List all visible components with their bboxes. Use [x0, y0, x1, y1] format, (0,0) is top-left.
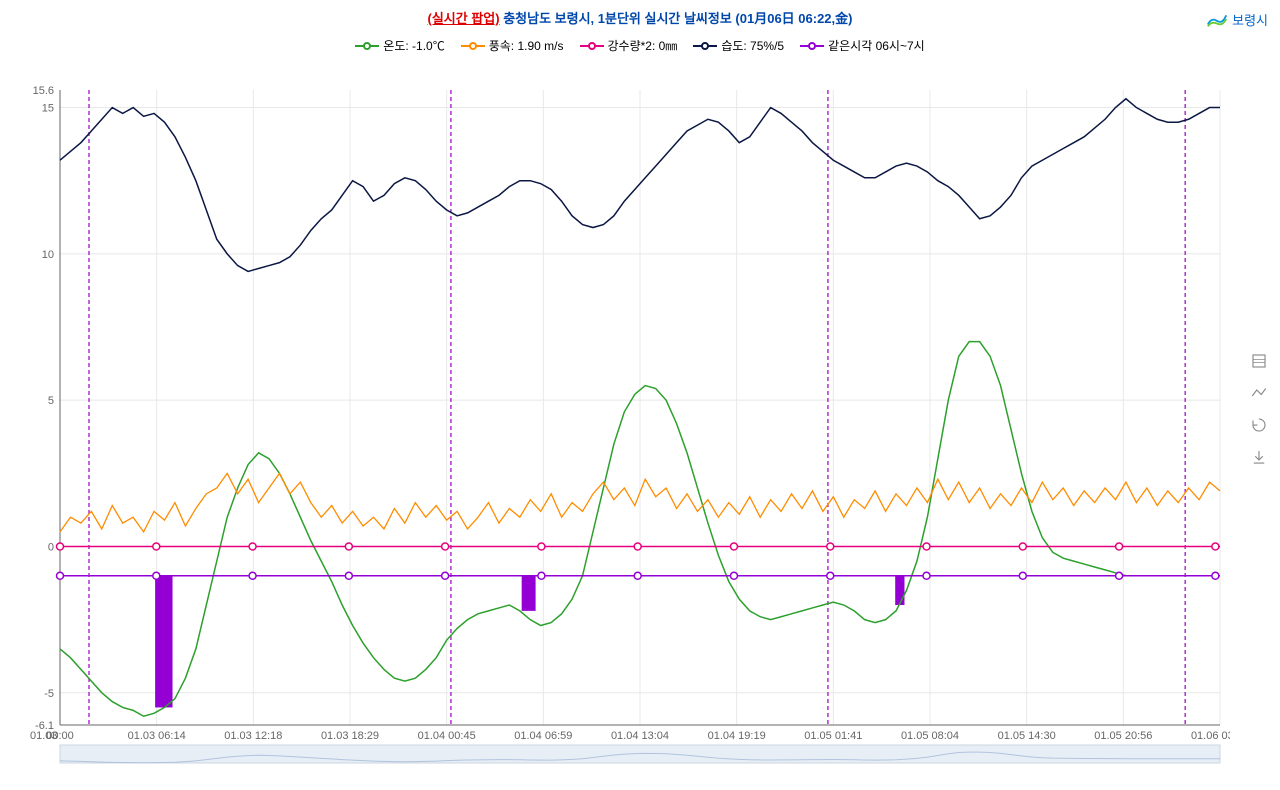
same-time-bar	[522, 576, 536, 611]
toolbox	[1248, 350, 1270, 468]
logo-text: 보령시	[1232, 10, 1268, 29]
x-tick-label: 01.05 08:04	[901, 730, 959, 742]
legend-marker	[580, 40, 604, 52]
x-tick-label: 01.04 19:19	[708, 730, 766, 742]
legend-label: 온도: -1.0℃	[383, 37, 444, 54]
same-time-line-marker	[634, 572, 641, 579]
x-tick-label: 01.05 20:56	[1094, 730, 1152, 742]
legend-item[interactable]: 같은시각 06시~7시	[800, 37, 925, 54]
legend-item[interactable]: 강수량*2: 0㎜	[580, 37, 678, 54]
legend-label: 같은시각 06시~7시	[828, 37, 925, 54]
legend: 온도: -1.0℃ 풍속: 1.90 m/s 강수량*2: 0㎜ 습도: 75%/5 같…	[0, 31, 1280, 61]
chart-title: (실시간 팝업) 충청남도 보령시, 1분단위 실시간 날씨정보 (01月06日…	[0, 0, 1280, 31]
precipitation-line-marker	[345, 543, 352, 550]
popup-label: (실시간 팝업)	[428, 11, 500, 26]
legend-item[interactable]: 온도: -1.0℃	[355, 37, 444, 54]
x-tick-label: 01.03 12:18	[224, 730, 282, 742]
same-time-line-marker	[923, 572, 930, 579]
line-toggle-button[interactable]	[1248, 382, 1270, 404]
chart-area: -505101515.6-6.101.0300:0001.03 06:1401.…	[30, 70, 1230, 770]
precipitation-line-marker	[57, 543, 64, 550]
y-tick-label: -5	[44, 688, 54, 700]
precipitation-line-marker	[153, 543, 160, 550]
precipitation-line-marker	[249, 543, 256, 550]
chart-svg: -505101515.6-6.101.0300:0001.03 06:1401.…	[30, 70, 1230, 770]
y-tick-label: 10	[42, 249, 54, 261]
x-tick-label: 01.03 06:14	[128, 730, 186, 742]
y-tick-label: 15.6	[33, 85, 54, 97]
precipitation-line-marker	[442, 543, 449, 550]
precipitation-line-marker	[1019, 543, 1026, 550]
x-tick-label: 01.05 01:41	[804, 730, 862, 742]
legend-item[interactable]: 풍속: 1.90 m/s	[461, 37, 564, 54]
precipitation-line-marker	[1212, 543, 1219, 550]
same-time-line-marker	[730, 572, 737, 579]
same-time-bar	[895, 576, 904, 605]
logo: 보령시	[1206, 8, 1268, 30]
x-tick-label: 00:00	[46, 730, 74, 742]
same-time-line-marker	[538, 572, 545, 579]
same-time-line-marker	[153, 572, 160, 579]
y-tick-label: 5	[48, 395, 54, 407]
x-tick-label: 01.04 00:45	[418, 730, 476, 742]
legend-marker	[800, 40, 824, 52]
same-time-line-marker	[345, 572, 352, 579]
y-tick-label: 15	[42, 103, 54, 115]
same-time-line-marker	[1019, 572, 1026, 579]
legend-label: 풍속: 1.90 m/s	[489, 37, 564, 54]
precipitation-line-marker	[1116, 543, 1123, 550]
title-main: 충청남도 보령시, 1분단위 실시간 날씨정보 (01月06日 06:22,金)	[500, 11, 853, 26]
x-tick-label: 01.03 18:29	[321, 730, 379, 742]
precipitation-line-marker	[827, 543, 834, 550]
y-tick-label: 0	[48, 541, 54, 553]
precipitation-line-marker	[730, 543, 737, 550]
same-time-line-marker	[827, 572, 834, 579]
same-time-line-marker	[1116, 572, 1123, 579]
x-tick-label: 01.04 13:04	[611, 730, 669, 742]
same-time-bar	[155, 576, 172, 708]
legend-marker	[461, 40, 485, 52]
restore-button[interactable]	[1248, 414, 1270, 436]
same-time-line-marker	[442, 572, 449, 579]
legend-label: 습도: 75%/5	[721, 37, 784, 54]
legend-item[interactable]: 습도: 75%/5	[693, 37, 784, 54]
same-time-line-marker	[1212, 572, 1219, 579]
legend-marker	[693, 40, 717, 52]
precipitation-line-marker	[538, 543, 545, 550]
precipitation-line-marker	[923, 543, 930, 550]
x-tick-label: 01.06 03:16	[1191, 730, 1230, 742]
legend-label: 강수량*2: 0㎜	[608, 37, 678, 54]
logo-icon	[1206, 8, 1228, 30]
download-button[interactable]	[1248, 446, 1270, 468]
data-view-button[interactable]	[1248, 350, 1270, 372]
same-time-line-marker	[57, 572, 64, 579]
x-tick-label: 01.04 06:59	[514, 730, 572, 742]
x-tick-label: 01.05 14:30	[998, 730, 1056, 742]
precipitation-line-marker	[634, 543, 641, 550]
same-time-line-marker	[249, 572, 256, 579]
legend-marker	[355, 40, 379, 52]
